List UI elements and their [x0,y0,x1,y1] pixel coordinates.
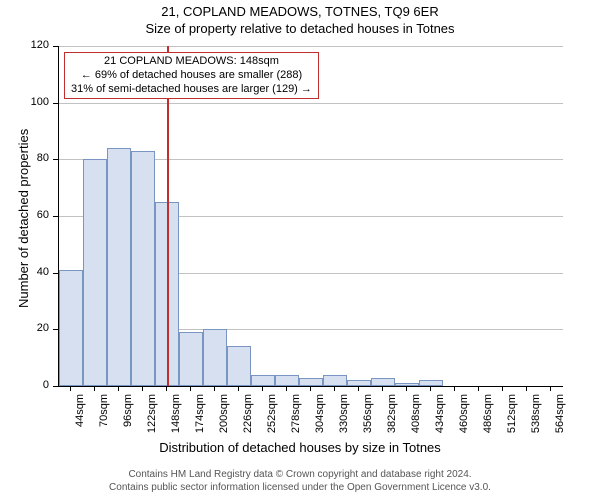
gridline [59,46,563,47]
histogram-bar [419,380,443,386]
x-tick-mark [118,386,119,391]
credit-line-1: Contains HM Land Registry data © Crown c… [0,468,600,481]
x-tick-mark [142,386,143,391]
histogram-bar [395,383,419,386]
x-tick-label: 382sqm [386,394,398,448]
x-tick-mark [454,386,455,391]
x-tick-label: 96sqm [122,394,134,448]
x-tick-label: 122sqm [146,394,158,448]
y-tick-label: 40 [23,266,49,278]
x-tick-label: 356sqm [362,394,374,448]
x-tick-mark [190,386,191,391]
histogram-bar [371,378,395,387]
x-tick-label: 200sqm [218,394,230,448]
x-tick-mark [286,386,287,391]
x-tick-label: 304sqm [314,394,326,448]
x-tick-mark [478,386,479,391]
x-tick-mark [526,386,527,391]
chart-container: 21, COPLAND MEADOWS, TOTNES, TQ9 6ER Siz… [0,0,600,500]
x-tick-mark [166,386,167,391]
histogram-bar [227,346,251,386]
histogram-bar [323,375,347,386]
x-tick-mark [310,386,311,391]
credits: Contains HM Land Registry data © Crown c… [0,468,600,494]
y-tick-mark [53,329,58,330]
y-tick-label: 80 [23,152,49,164]
annotation-box: 21 COPLAND MEADOWS: 148sqm← 69% of detac… [64,52,319,99]
x-tick-label: 252sqm [266,394,278,448]
y-tick-label: 20 [23,322,49,334]
x-tick-label: 330sqm [338,394,350,448]
histogram-bar [251,375,275,386]
credit-line-2: Contains public sector information licen… [0,481,600,494]
y-tick-mark [53,159,58,160]
annotation-line3: 31% of semi-detached houses are larger (… [71,83,312,97]
x-tick-label: 564sqm [554,394,566,448]
x-tick-mark [214,386,215,391]
histogram-bar [347,380,371,386]
histogram-bar [275,375,299,386]
x-tick-label: 278sqm [290,394,302,448]
x-tick-label: 70sqm [98,394,110,448]
annotation-line1: 21 COPLAND MEADOWS: 148sqm [71,55,312,69]
y-tick-label: 120 [23,39,49,51]
x-tick-mark [358,386,359,391]
x-tick-mark [502,386,503,391]
y-tick-label: 60 [23,209,49,221]
x-tick-label: 226sqm [242,394,254,448]
page-subtitle: Size of property relative to detached ho… [0,19,600,36]
x-tick-label: 148sqm [170,394,182,448]
page-title: 21, COPLAND MEADOWS, TOTNES, TQ9 6ER [0,0,600,19]
x-tick-label: 434sqm [434,394,446,448]
y-tick-mark [53,273,58,274]
histogram-bar [203,329,227,386]
x-tick-label: 460sqm [458,394,470,448]
x-tick-mark [94,386,95,391]
y-tick-mark [53,46,58,47]
annotation-line2: ← 69% of detached houses are smaller (28… [71,69,312,83]
x-tick-mark [382,386,383,391]
histogram-bar [107,148,131,386]
x-tick-mark [262,386,263,391]
x-tick-label: 44sqm [74,394,86,448]
x-tick-mark [238,386,239,391]
x-tick-mark [550,386,551,391]
x-tick-label: 486sqm [482,394,494,448]
x-tick-mark [406,386,407,391]
histogram-bar [299,378,323,387]
y-tick-mark [53,216,58,217]
x-tick-mark [334,386,335,391]
histogram-bar [59,270,83,386]
histogram-bar [179,332,203,386]
y-tick-label: 0 [23,379,49,391]
x-tick-mark [430,386,431,391]
y-tick-mark [53,386,58,387]
x-tick-label: 538sqm [530,394,542,448]
gridline [59,103,563,104]
x-tick-label: 408sqm [410,394,422,448]
x-tick-label: 174sqm [194,394,206,448]
y-tick-mark [53,103,58,104]
x-tick-mark [70,386,71,391]
histogram-bar [131,151,155,386]
x-tick-label: 512sqm [506,394,518,448]
y-tick-label: 100 [23,96,49,108]
histogram-bar [83,159,107,386]
